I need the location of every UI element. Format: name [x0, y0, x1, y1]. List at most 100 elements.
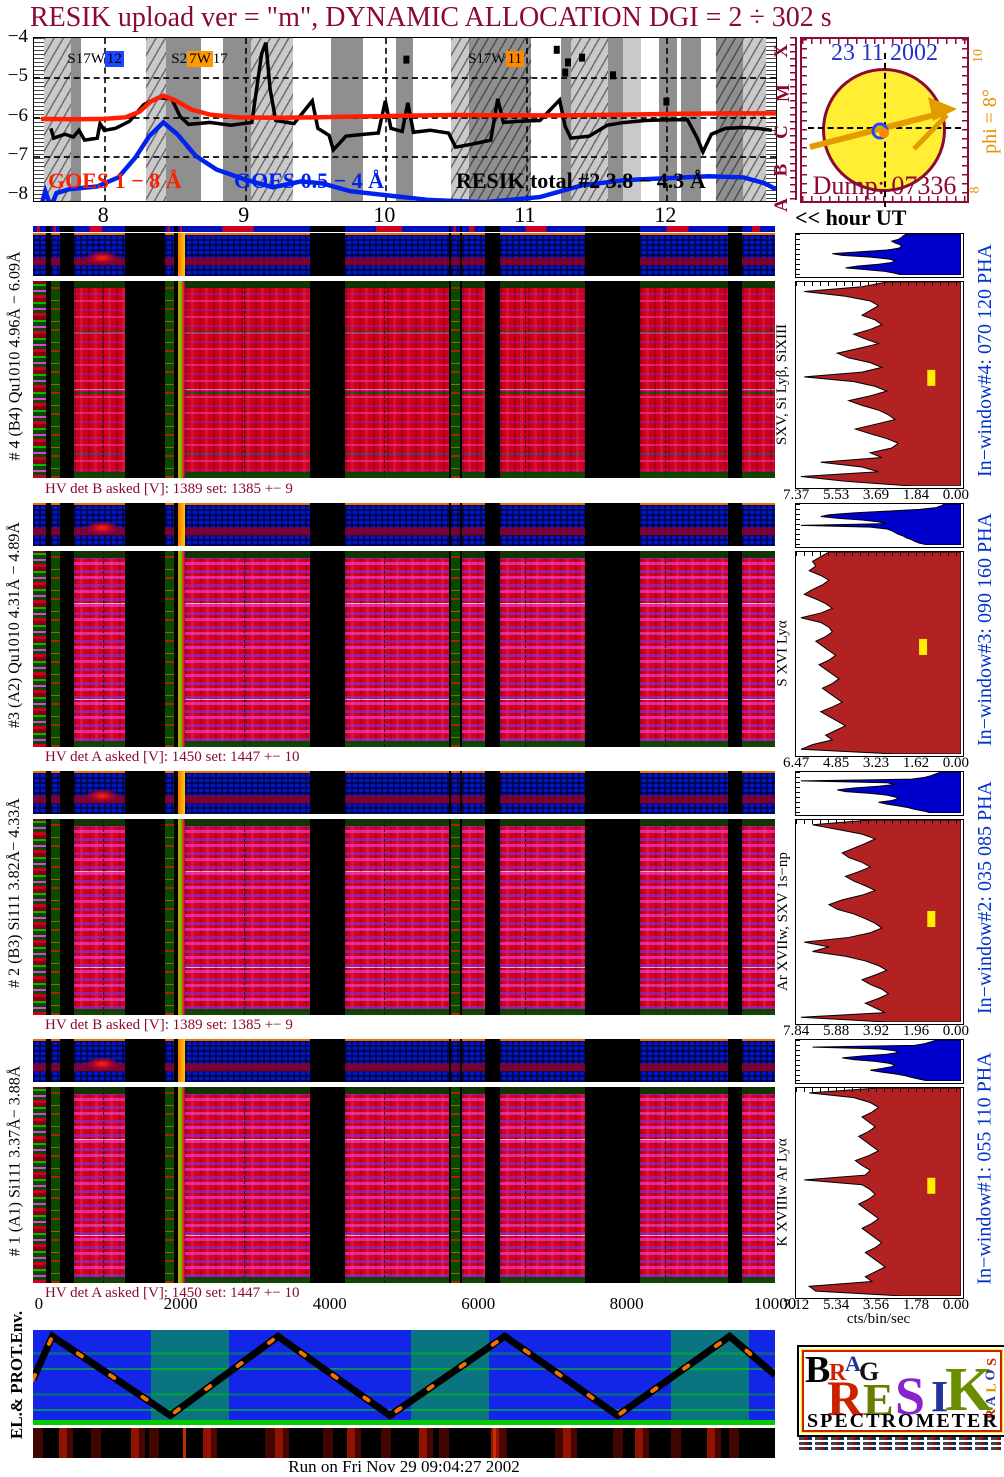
pha-blue-hist-1 [795, 1039, 964, 1084]
in-window-label-1: In−window#1: 055 110 PHA [966, 1039, 1004, 1297]
spectrogram-segment [185, 551, 310, 747]
logo-credit-line [799, 1447, 1001, 1450]
strip-segment [499, 1039, 586, 1082]
resik-spectrometer-logo: B R A G R E S I K S O L A R SPECTROMETER [797, 1345, 1004, 1437]
spectrogram-segment [344, 281, 449, 478]
phi-angle-label: phi = 8° [978, 89, 1001, 154]
logo-letter: E [863, 1374, 894, 1425]
hour-tick-label: 11 [514, 202, 536, 227]
hist-axis-number: 5.53 [822, 487, 850, 503]
hist-axis-number: 3.92 [862, 1023, 890, 1039]
flare-label-text: S17W [468, 51, 506, 67]
strip-segment [178, 233, 186, 276]
strip-segment [461, 1039, 485, 1082]
strip-segment [461, 771, 485, 814]
strip-segment [461, 233, 485, 276]
pha-red-hist-3 [795, 551, 964, 757]
spectrogram-segment [639, 281, 729, 478]
hist-axis-number: 0.00 [942, 487, 969, 503]
hour-dashed-line [384, 1087, 386, 1283]
goes-y-tick: −5 [7, 65, 28, 87]
pha-blue-hist-3 [795, 503, 964, 548]
flare-location-label: S2 7W 17 [171, 51, 228, 68]
strip-segment [185, 233, 310, 276]
spectrogram-pha-strip-3 [33, 503, 775, 546]
command-strip-segment [165, 226, 174, 232]
in-window-label-text: In−window#1: 055 110 PHA [973, 1051, 996, 1285]
pha-red-hist-1 [795, 1087, 964, 1299]
strip-segment [185, 771, 310, 814]
species-label-3: S XVI Lyα [772, 551, 794, 755]
strip-segment [450, 1039, 460, 1082]
sun-position-panel: 23 11 2002 Dump: 07336 [800, 37, 969, 207]
flare-label-text: 11 [505, 51, 525, 67]
command-strip-segment [741, 226, 775, 232]
hist-axis-ticks [796, 820, 963, 824]
species-label-text: K XVIIIw Ar Lyα [774, 1137, 791, 1247]
logo-letter-solar: O [983, 1369, 999, 1381]
goes-resik-flux-plot: S17W 12 S2 7W 17 S17W 11 GOES 1 − 8 Å GOES 0.5 −… [33, 37, 777, 202]
hour-tick-label: 9 [238, 202, 250, 227]
spectrogram-segment [450, 1087, 460, 1283]
logo-letter: R [827, 1370, 864, 1426]
in-window-label-2: In−window#2: 035 085 PHA [966, 771, 1004, 1023]
hour-dashed-line [243, 819, 245, 1015]
spectrogram-segment [178, 1087, 186, 1283]
spectrogram-segment [73, 819, 125, 1015]
spectrogram-segment [639, 819, 729, 1015]
hist-axis-ticks [796, 504, 800, 547]
spectrogram-segment [73, 1087, 125, 1283]
spectrogram-segment [178, 281, 186, 478]
hour-dashed-line [103, 819, 105, 1015]
orbit-band [571, 38, 609, 201]
curve-legend-1: GOES 1 − 8 Å [48, 168, 182, 193]
spectrogram-segment [185, 1087, 310, 1283]
in-window-label-text: In−window#2: 035 085 PHA [973, 780, 996, 1014]
in-window-label-text: In−window#3: 090 160 PHA [973, 512, 996, 746]
command-strip-segment [344, 226, 449, 232]
spectrogram-segment [450, 819, 460, 1015]
species-label-2: Ar XVIIw, SXV 1s−np [772, 819, 794, 1023]
active-region-dot [879, 128, 889, 138]
species-label-4: SXV, Si Lyβ, SiXIII [772, 281, 794, 487]
strip-segment [73, 1039, 126, 1082]
strip-segment [639, 1039, 729, 1082]
hour-tick-label: 12 [654, 202, 677, 227]
strip-segment [450, 233, 460, 276]
goes-class-letter: A [770, 198, 792, 212]
flare-label-text: S2 [171, 51, 188, 67]
hour-dashed-line [384, 551, 386, 747]
strip-segment [50, 503, 60, 546]
spectrogram-pha-strip-2 [33, 771, 775, 814]
command-strip-segment [461, 226, 485, 232]
spectrogram-segment [499, 551, 586, 747]
logo-letter: S [895, 1366, 926, 1426]
spectrogram-segment [73, 281, 125, 478]
hour-dashed-line [103, 1087, 105, 1283]
grid-line-horizontal [34, 77, 776, 80]
spectrogram-pha-strip-1 [33, 1039, 775, 1082]
hist-axis-number: 1.78 [902, 1297, 930, 1313]
panel-left-label-text: # 1 (A1) Si111 3.37Å− 3.88Å [6, 1065, 23, 1257]
strip-segment [639, 233, 729, 276]
hour-dashed-line [665, 281, 667, 478]
strip-segment [33, 503, 47, 546]
strip-segment [344, 503, 449, 546]
strip-segment [741, 503, 775, 546]
phi-axis-top-label: 10 [971, 49, 986, 63]
hist-axis-number: 3.56 [862, 1297, 890, 1313]
hist-axis-number: 1.96 [902, 1023, 930, 1039]
spectrogram-segment [639, 551, 729, 747]
strip-segment [450, 771, 460, 814]
orbit-band [715, 38, 743, 201]
strip-segment [73, 771, 126, 814]
orbit-band [34, 38, 45, 201]
spectrogram-segment [50, 819, 60, 1015]
strip-segment [741, 233, 775, 276]
hv-status-line-3: HV det A asked [V]: 1450 set: 1447 +− 10 [45, 749, 300, 765]
strip-segment [50, 1039, 60, 1082]
hist-axis-ticks [796, 282, 963, 286]
goes-y-tick: −7 [7, 143, 28, 165]
goes-y-tick: −8 [7, 183, 28, 205]
curve-legend-3: RESIK total #2 3.8 − 4.3 Å [456, 168, 706, 193]
